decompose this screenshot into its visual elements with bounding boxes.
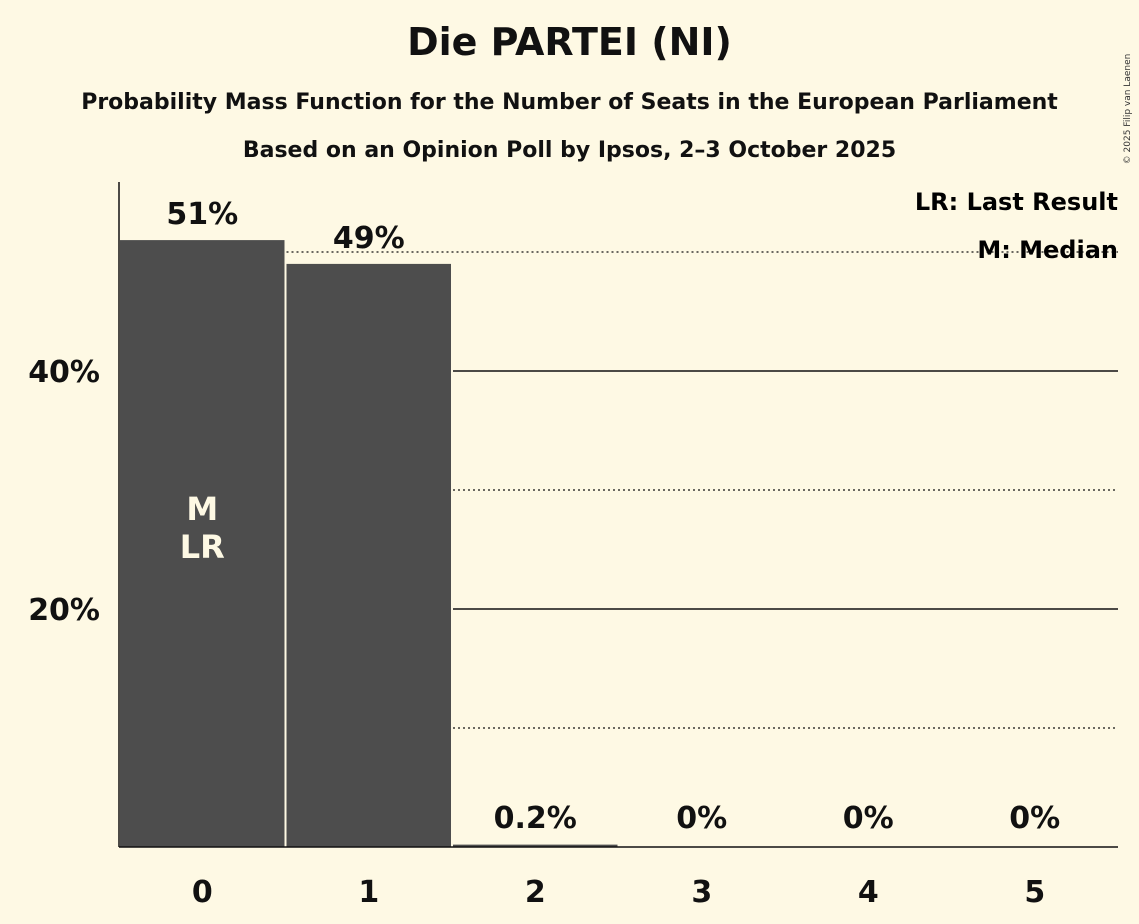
value-label-2: 0.2% xyxy=(494,801,577,836)
value-label-1: 49% xyxy=(333,221,405,256)
axes xyxy=(118,182,1118,848)
x-tick-label-1: 1 xyxy=(358,875,379,910)
bar-marker-lr: LR xyxy=(180,528,225,566)
bar-seats-1 xyxy=(286,263,451,847)
bar-marker-m: M xyxy=(186,490,218,528)
labels: 20% 40% 0 1 2 3 4 5 51% 49% 0.2% 0% 0% 0% MLR xyxy=(28,197,1060,910)
x-tick-label-0: 0 xyxy=(192,875,213,910)
x-tick-label-2: 2 xyxy=(525,875,546,910)
value-label-5: 0% xyxy=(1009,801,1060,836)
legend-median: M: Median xyxy=(977,236,1118,264)
value-label-3: 0% xyxy=(676,801,727,836)
y-tick-label-40: 40% xyxy=(28,355,100,390)
bar-seats-0 xyxy=(120,240,285,848)
x-tick-label-5: 5 xyxy=(1024,875,1045,910)
x-tick-label-4: 4 xyxy=(858,875,879,910)
value-label-0: 51% xyxy=(166,197,238,232)
chart-subtitle: Probability Mass Function for the Number… xyxy=(81,90,1058,115)
gridlines xyxy=(286,251,1118,729)
y-tick-label-20: 20% xyxy=(28,593,100,628)
bars xyxy=(120,240,618,848)
bar-seats-2 xyxy=(453,844,618,847)
value-label-4: 0% xyxy=(843,801,894,836)
chart-source: Based on an Opinion Poll by Ipsos, 2–3 O… xyxy=(242,138,897,163)
chart-title: Die PARTEI (NI) xyxy=(407,20,732,64)
x-tick-label-3: 3 xyxy=(691,875,712,910)
legend-last-result: LR: Last Result xyxy=(915,188,1118,216)
